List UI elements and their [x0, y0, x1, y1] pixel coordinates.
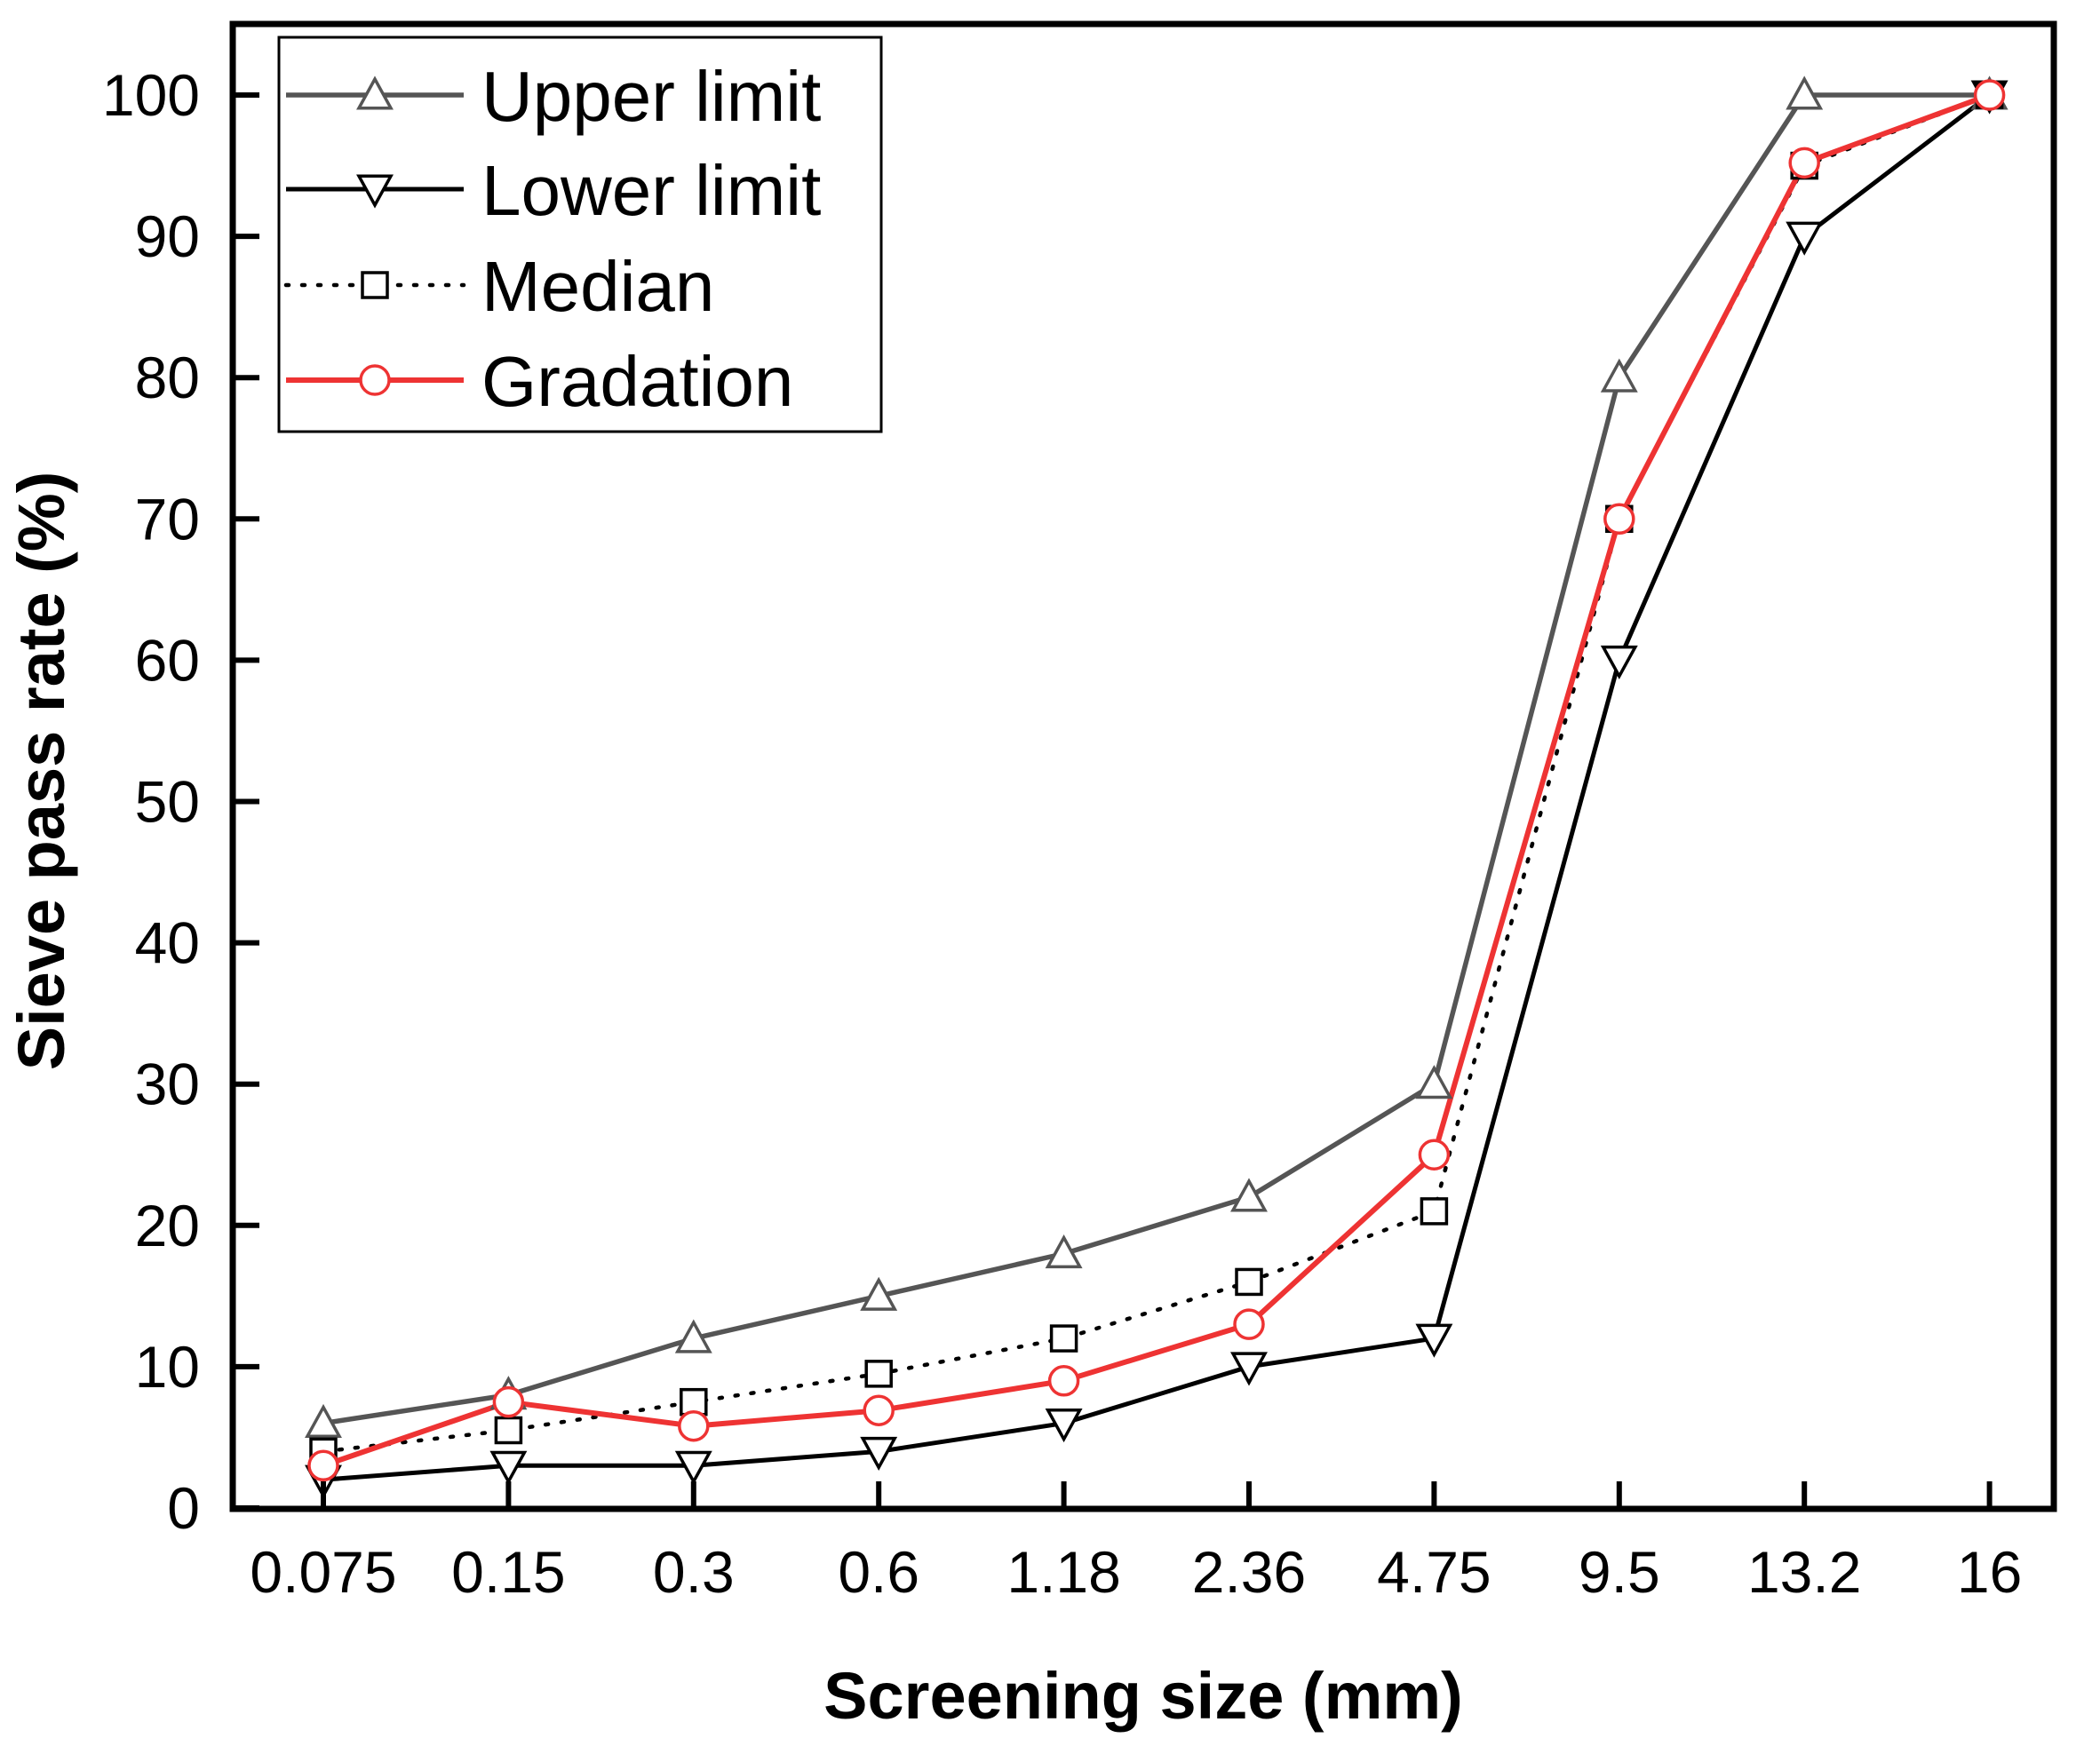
gradation-point	[1047, 1365, 1080, 1397]
median-point	[1049, 1324, 1078, 1353]
x-tick-label: 0.6	[838, 1539, 919, 1605]
lower-limit-point	[1230, 1352, 1268, 1386]
gradation-point	[1603, 503, 1635, 536]
y-tick-label: 0	[167, 1475, 200, 1541]
legend: Upper limit Lower limit Median Gradation	[277, 36, 883, 433]
gradation-point	[1973, 79, 2006, 111]
lower-limit-point	[1045, 1409, 1083, 1443]
y-tick-label: 20	[135, 1193, 200, 1258]
y-tick-label: 10	[135, 1334, 200, 1400]
upper-limit-point	[305, 1403, 342, 1439]
x-tick-label: 4.75	[1377, 1539, 1491, 1605]
y-tick-label: 40	[135, 910, 200, 976]
y-tick-label: 60	[135, 627, 200, 693]
lower-limit-point	[1786, 221, 1824, 256]
gradation-point	[307, 1449, 339, 1482]
upper-limit-point	[674, 1319, 712, 1353]
x-axis-title: Screening size (mm)	[823, 1659, 1463, 1733]
x-tick-label: 0.075	[250, 1539, 396, 1605]
lower-limit-point	[860, 1436, 898, 1471]
legend-upper-limit-label: Upper limit	[481, 57, 821, 136]
upper-limit-line	[322, 92, 1990, 1426]
gradation-point	[1233, 1308, 1265, 1340]
legend-upper-limit-marker	[356, 75, 394, 110]
upper-limit-point	[1045, 1234, 1083, 1269]
x-tick-label: 0.15	[451, 1539, 565, 1605]
legend-median-marker	[361, 271, 389, 299]
upper-limit-point	[1230, 1178, 1268, 1212]
x-tick-label: 9.5	[1579, 1539, 1660, 1605]
median-point	[1235, 1267, 1263, 1297]
legend-lower-limit-marker	[356, 174, 394, 209]
plot-frame	[229, 20, 2057, 1512]
median-point	[1420, 1197, 1449, 1226]
gradation-point	[678, 1409, 710, 1442]
upper-limit-point	[1415, 1065, 1453, 1099]
gradation-point	[1418, 1139, 1451, 1171]
median-line	[321, 92, 1992, 1454]
upper-limit-point	[860, 1276, 898, 1311]
upper-limit-point	[1786, 75, 1824, 110]
legend-gradation-label: Gradation	[481, 342, 793, 421]
gradation-point	[1788, 147, 1820, 179]
x-tick-label: 16	[1957, 1539, 2022, 1605]
x-tick-label: 0.3	[653, 1539, 735, 1605]
legend-gradation-marker	[359, 364, 391, 396]
gradation-point	[492, 1385, 525, 1418]
x-tick-label: 2.36	[1192, 1539, 1306, 1605]
lower-limit-point	[1600, 645, 1638, 680]
lower-limit-line	[322, 93, 1992, 1482]
lower-limit-point	[674, 1450, 712, 1485]
y-axis-title: Sieve pass rate (%)	[4, 472, 78, 1071]
x-tick-label: 13.2	[1747, 1539, 1861, 1605]
y-tick-label: 100	[102, 62, 200, 128]
y-tick-label: 90	[135, 203, 200, 269]
y-tick-label: 30	[135, 1052, 200, 1117]
lower-limit-point	[1415, 1323, 1453, 1358]
y-tick-label: 50	[135, 769, 200, 835]
upper-limit-point	[1600, 358, 1638, 393]
median-point	[494, 1416, 523, 1445]
x-tick-label: 1.18	[1006, 1539, 1120, 1605]
median-point	[864, 1360, 893, 1388]
legend-lower-limit-label: Lower limit	[481, 151, 821, 230]
gradation-point	[863, 1394, 895, 1426]
gradation-line	[322, 92, 1991, 1469]
lower-limit-point	[489, 1450, 528, 1485]
y-tick-label: 80	[135, 345, 200, 410]
legend-median-label: Median	[481, 247, 714, 326]
y-tick-label: 70	[135, 486, 200, 552]
